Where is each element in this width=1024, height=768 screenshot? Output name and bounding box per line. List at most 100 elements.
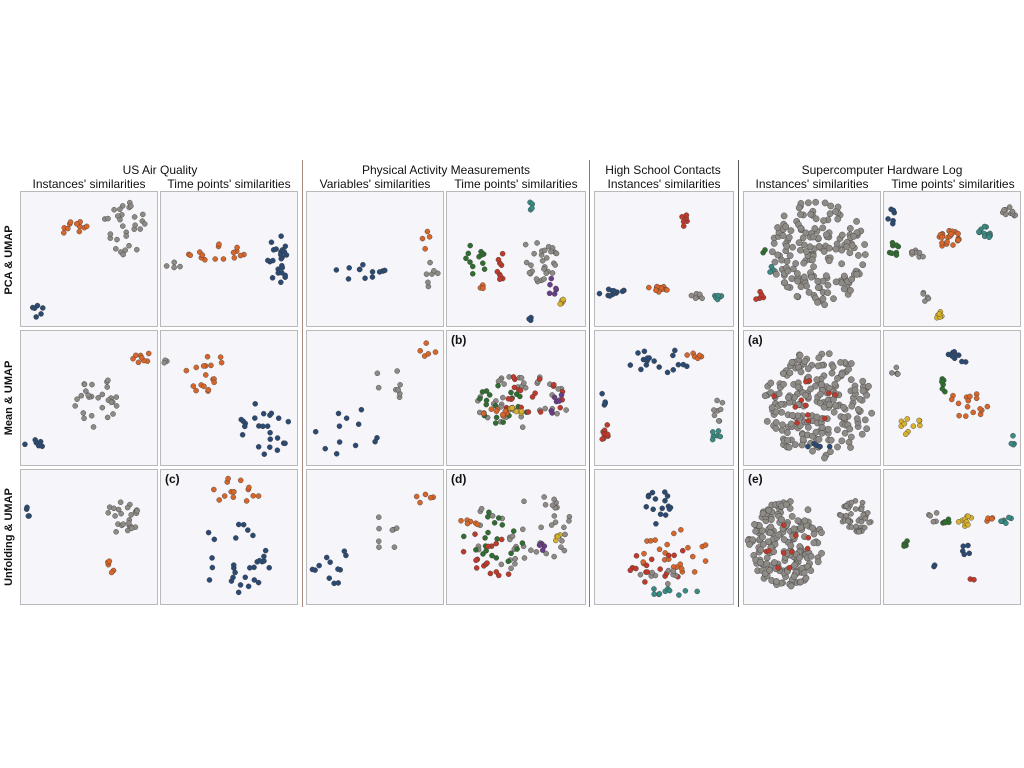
scatter-point-gray bbox=[795, 204, 803, 212]
scatter-point-gray bbox=[824, 289, 832, 297]
scatter-point-gray bbox=[848, 511, 854, 517]
scatter-point-blue bbox=[309, 566, 316, 573]
scatter-point-orange bbox=[218, 359, 225, 366]
scatter-point-gray bbox=[788, 275, 796, 282]
scatter-point-yellow bbox=[955, 519, 962, 525]
scatter-point-green bbox=[939, 386, 946, 392]
scatter-point-gray bbox=[124, 504, 131, 511]
scatter-point-orange bbox=[641, 550, 647, 557]
scatter-point-orange bbox=[964, 404, 971, 410]
scatter-point-gray bbox=[788, 358, 796, 366]
scatter-point-gray bbox=[856, 529, 862, 535]
scatter-point-blue bbox=[645, 493, 652, 500]
scatter-point-blue bbox=[242, 574, 249, 581]
scatter-point-yellow bbox=[560, 296, 566, 303]
scatter-point-gray bbox=[830, 295, 837, 303]
scatter-point-gray bbox=[112, 513, 118, 519]
scatter-point-blue bbox=[247, 565, 253, 571]
scatter-point-gray bbox=[558, 544, 564, 550]
scatter-point-blue bbox=[38, 311, 44, 317]
scatter-point-orange bbox=[425, 351, 432, 357]
scatter-point-orange bbox=[955, 230, 961, 237]
scatter-point-red bbox=[643, 562, 650, 569]
scatter-point-blue bbox=[256, 557, 263, 564]
scatter-point-gray bbox=[858, 506, 865, 512]
scatter-point-blue bbox=[33, 314, 39, 320]
scatter-point-gray bbox=[99, 391, 106, 398]
scatter-point-gray bbox=[120, 251, 126, 258]
scatter-point-gray bbox=[819, 295, 827, 303]
scatter-point-green bbox=[495, 382, 501, 389]
scatter-point-gray bbox=[845, 365, 852, 373]
scatter-point-gray bbox=[837, 512, 844, 519]
scatter-point-blue bbox=[805, 443, 811, 450]
scatter-point-gray bbox=[113, 394, 120, 400]
scatter-point-orange bbox=[65, 225, 71, 232]
scatter-point-gray bbox=[829, 363, 837, 371]
scatter-point-blue bbox=[235, 589, 242, 596]
scatter-point-teal bbox=[981, 223, 988, 230]
scatter-point-blue bbox=[356, 266, 363, 273]
scatter-point-blue bbox=[265, 257, 271, 264]
scatter-point-red bbox=[473, 557, 479, 564]
scatter-point-green bbox=[492, 420, 499, 426]
scatter-point-gray bbox=[763, 418, 771, 425]
scatter-plot bbox=[599, 347, 726, 443]
scatter-point-orange bbox=[243, 498, 250, 504]
scatter-panel-r2c5: (e) bbox=[743, 469, 881, 605]
scatter-point-orange bbox=[480, 410, 487, 417]
scatter-point-gray bbox=[113, 529, 119, 535]
scatter-point-gray bbox=[830, 408, 838, 416]
scatter-point-gray bbox=[810, 539, 818, 547]
scatter-point-green bbox=[942, 519, 949, 526]
column-title: Time points' similarities bbox=[454, 177, 578, 191]
scatter-point-red bbox=[665, 552, 672, 559]
scatter-point-gray bbox=[862, 515, 869, 522]
scatter-point-blue bbox=[240, 521, 247, 528]
scatter-point-gray bbox=[779, 232, 787, 239]
scatter-point-blue bbox=[381, 267, 388, 274]
scatter-point-gray bbox=[376, 525, 382, 532]
scatter-point-orange bbox=[237, 477, 244, 484]
scatter-point-gray bbox=[520, 526, 526, 533]
scatter-point-gray bbox=[783, 242, 791, 250]
scatter-point-gray bbox=[78, 392, 85, 399]
scatter-point-blue bbox=[228, 578, 235, 584]
scatter-panel-r2c4 bbox=[594, 469, 734, 605]
scatter-point-gray bbox=[785, 444, 793, 451]
scatter-point-gray bbox=[791, 572, 798, 580]
scatter-point-orange bbox=[417, 348, 423, 354]
scatter-point-gray bbox=[512, 561, 518, 567]
scatter-point-purple bbox=[551, 394, 558, 401]
scatter-point-gray bbox=[797, 211, 804, 218]
scatter-point-orange bbox=[234, 244, 240, 251]
scatter-point-blue bbox=[890, 207, 897, 214]
scatter-point-gray bbox=[715, 418, 722, 424]
scatter-point-gray bbox=[778, 256, 786, 264]
scatter-point-gray bbox=[791, 441, 799, 448]
scatter-point-orange bbox=[145, 350, 152, 357]
scatter-point-red bbox=[792, 404, 799, 410]
scatter-point-gray bbox=[848, 524, 855, 530]
scatter-point-gray bbox=[797, 368, 805, 376]
scatter-point-green bbox=[465, 250, 472, 257]
scatter-panel-r1c0 bbox=[20, 330, 158, 466]
scatter-point-gray bbox=[99, 404, 106, 411]
scatter-point-orange bbox=[187, 252, 194, 259]
scatter-plot bbox=[205, 475, 272, 596]
scatter-point-green bbox=[473, 547, 479, 553]
scatter-point-gray bbox=[637, 571, 644, 578]
scatter-plot bbox=[596, 212, 725, 303]
scatter-point-gray bbox=[107, 231, 114, 237]
scatter-point-blue bbox=[277, 251, 284, 258]
scatter-point-blue bbox=[652, 496, 659, 502]
scatter-point-gray bbox=[838, 246, 846, 254]
scatter-point-orange bbox=[76, 228, 83, 235]
scatter-point-green bbox=[505, 558, 512, 565]
column-title: Instances' similarities bbox=[755, 177, 869, 191]
scatter-point-blue bbox=[282, 440, 288, 447]
scatter-point-gray bbox=[782, 501, 790, 508]
scatter-point-blue bbox=[252, 415, 258, 421]
scatter-point-gray bbox=[85, 392, 91, 398]
scatter-point-gray bbox=[847, 287, 854, 294]
